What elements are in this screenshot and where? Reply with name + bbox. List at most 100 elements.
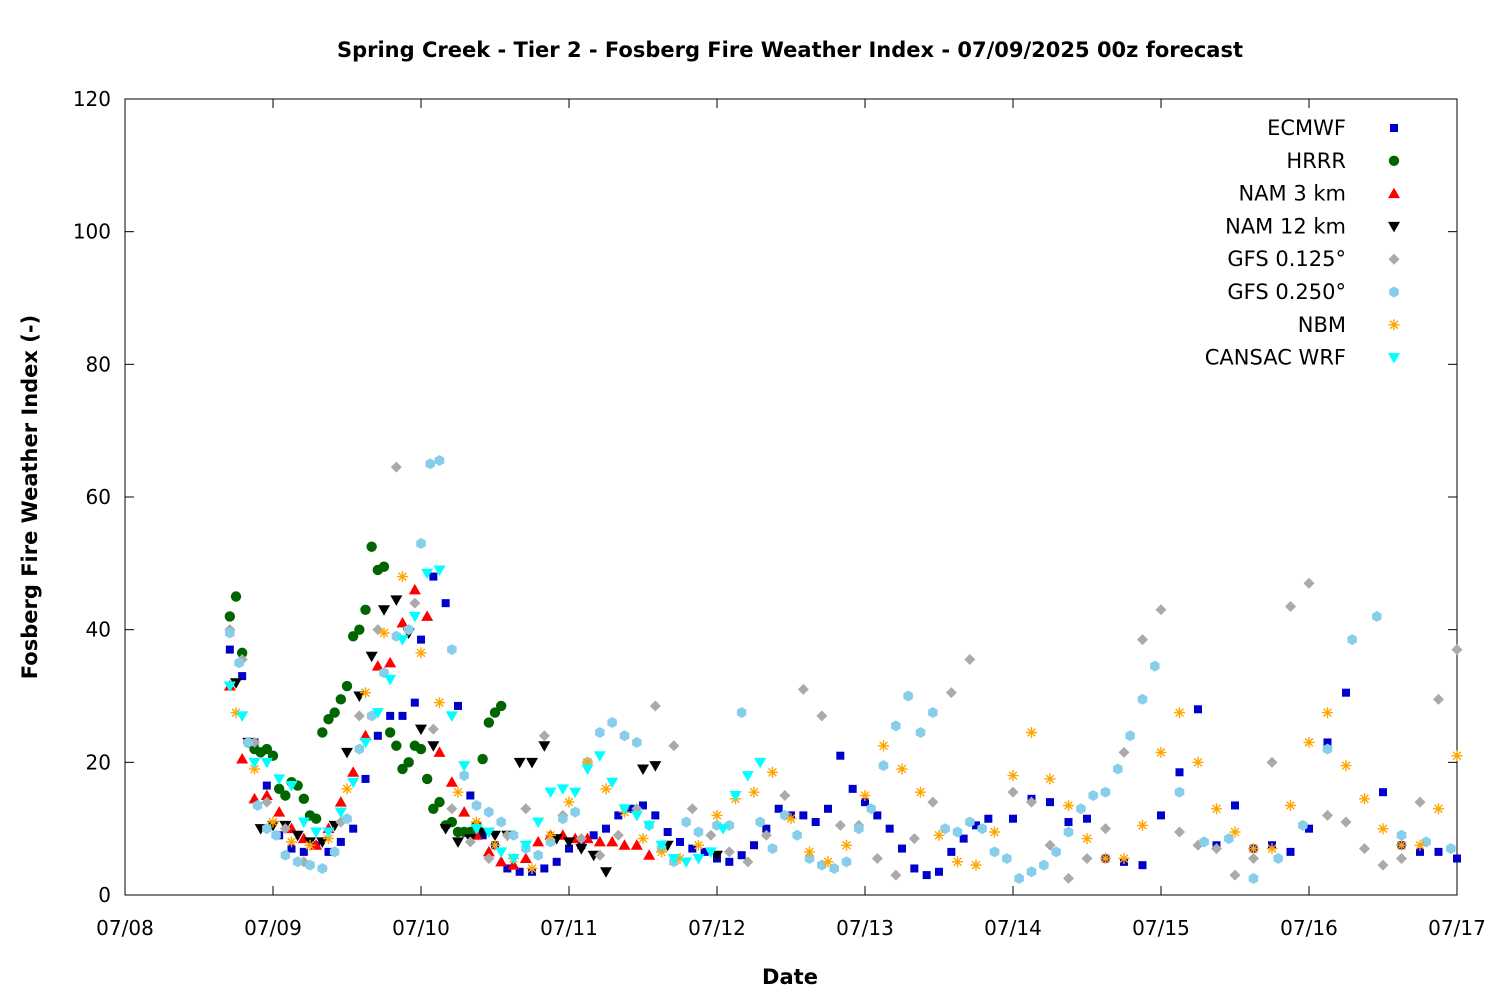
data-point <box>238 672 247 681</box>
data-point <box>1118 853 1130 864</box>
data-point <box>1039 859 1049 871</box>
data-point <box>470 824 483 835</box>
data-point <box>632 736 642 748</box>
data-point <box>378 561 390 572</box>
data-point <box>656 846 667 858</box>
data-point <box>434 455 445 466</box>
data-point <box>347 631 359 642</box>
legend-marker <box>1388 319 1400 331</box>
data-point <box>323 833 334 845</box>
data-point <box>1064 818 1073 827</box>
data-point <box>292 856 303 868</box>
data-point <box>582 756 593 768</box>
data-point <box>373 731 382 740</box>
data-point <box>1113 763 1123 775</box>
data-point <box>1248 843 1259 855</box>
data-point <box>279 823 291 835</box>
data-point <box>1342 688 1350 697</box>
data-point <box>619 730 630 742</box>
data-point <box>750 841 758 850</box>
series-nbm <box>230 571 1463 874</box>
data-point <box>693 826 704 838</box>
data-point <box>304 839 316 851</box>
data-point <box>712 819 722 831</box>
data-point <box>693 839 704 851</box>
data-points <box>223 455 1463 884</box>
data-point <box>496 816 506 828</box>
data-point <box>441 599 450 608</box>
data-point <box>878 760 889 772</box>
y-tick-label: 20 <box>86 750 111 774</box>
data-point <box>297 817 310 829</box>
legend-label: GFS 0.250° <box>1227 280 1346 304</box>
legend-marker <box>1389 286 1399 298</box>
data-point <box>989 826 1000 838</box>
data-point <box>861 798 869 807</box>
data-point <box>741 771 754 782</box>
data-point <box>1175 768 1184 777</box>
data-point <box>427 741 440 752</box>
data-point <box>1174 826 1185 838</box>
data-point <box>1150 660 1160 672</box>
data-point <box>371 708 384 719</box>
data-point <box>556 784 569 795</box>
data-point <box>471 816 482 828</box>
data-point <box>618 804 631 815</box>
data-point <box>1396 829 1407 841</box>
data-point <box>262 781 271 790</box>
data-point <box>360 687 371 699</box>
data-point <box>1088 790 1098 801</box>
data-point <box>513 757 526 769</box>
x-tick-label: 07/14 <box>984 916 1042 940</box>
data-point <box>458 761 471 772</box>
data-point <box>503 864 512 873</box>
data-point <box>236 711 249 722</box>
data-point <box>291 830 304 842</box>
data-point <box>415 647 427 659</box>
data-point <box>353 710 365 722</box>
data-point <box>433 565 446 576</box>
data-point <box>977 823 987 835</box>
x-tick-label: 07/16 <box>1280 916 1338 940</box>
data-point <box>1157 811 1165 820</box>
data-point <box>526 863 538 874</box>
data-point <box>779 790 791 801</box>
data-point <box>520 803 532 815</box>
data-point <box>643 849 656 860</box>
data-point <box>234 657 244 669</box>
data-point <box>927 796 939 808</box>
chart-title: Spring Creek - Tier 2 - Fosberg Fire Wea… <box>337 38 1243 62</box>
data-point <box>984 814 993 823</box>
data-point <box>384 727 396 738</box>
data-point <box>532 817 545 829</box>
data-point <box>1076 803 1086 815</box>
data-point <box>280 849 291 861</box>
legend-label: CANSAC WRF <box>1205 346 1346 370</box>
data-point <box>317 863 328 874</box>
data-point <box>1303 577 1315 589</box>
data-point <box>649 761 662 772</box>
data-point <box>822 856 834 868</box>
data-point <box>705 829 717 841</box>
data-point <box>334 796 347 807</box>
data-point <box>285 781 298 792</box>
data-point <box>607 717 617 728</box>
data-point <box>717 824 730 835</box>
data-point <box>533 849 543 861</box>
data-point <box>508 829 519 841</box>
data-point <box>686 803 698 815</box>
y-tick-label: 0 <box>98 883 111 907</box>
data-point <box>1229 826 1241 838</box>
data-point <box>915 786 926 798</box>
data-point <box>1322 743 1333 755</box>
legend-marker <box>1388 187 1400 199</box>
data-point <box>1063 800 1074 811</box>
data-point <box>1451 644 1463 656</box>
data-point <box>1063 872 1074 884</box>
data-point <box>341 783 353 795</box>
data-point <box>952 856 963 868</box>
data-point <box>866 803 876 815</box>
data-point <box>637 833 649 845</box>
data-point <box>1285 600 1296 612</box>
